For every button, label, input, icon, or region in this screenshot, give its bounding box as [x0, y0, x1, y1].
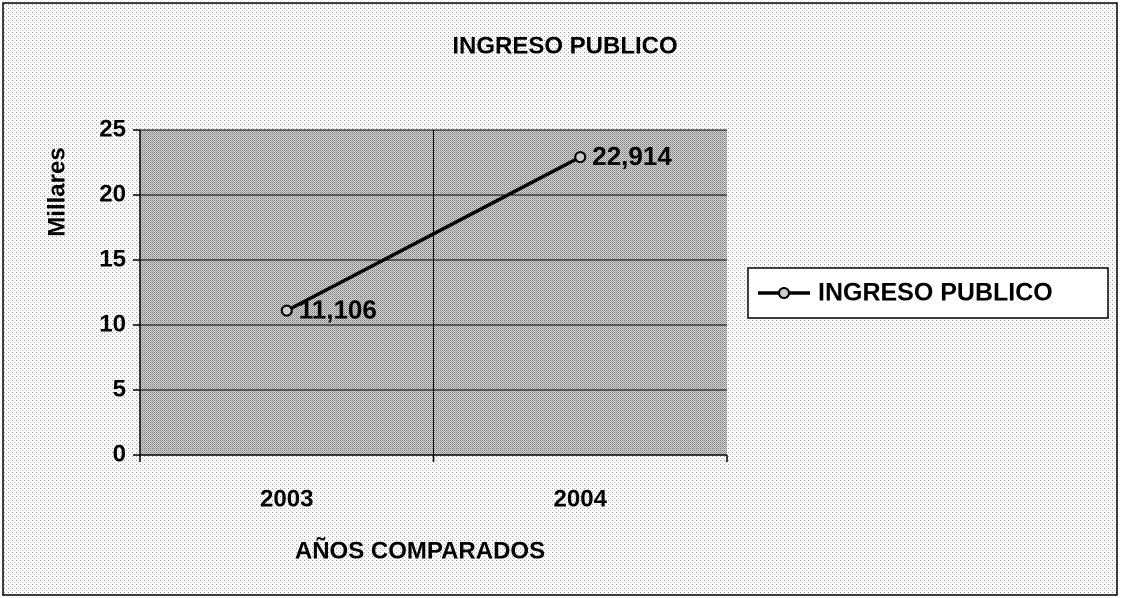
- legend-marker: [778, 287, 790, 299]
- x-axis-label: AÑOS COMPARADOS: [295, 536, 545, 564]
- data-label: 22,914: [592, 141, 672, 171]
- marker: [280, 304, 293, 317]
- x-tick-label: 2003: [260, 485, 313, 512]
- x-tick-label: 2004: [554, 485, 608, 512]
- chart-title: INGRESO PUBLICO: [452, 32, 677, 59]
- y-tick-label: 0: [113, 440, 126, 467]
- marker: [574, 151, 587, 164]
- y-tick-label: 20: [99, 180, 126, 207]
- series-line: [285, 155, 582, 313]
- data-label: 11,106: [299, 294, 377, 324]
- y-tick-label: 10: [99, 310, 126, 337]
- legend-label: INGRESO PUBLICO: [818, 279, 1053, 307]
- y-tick-label: 5: [113, 375, 126, 402]
- y-axis-label: Millares: [43, 147, 70, 236]
- y-tick-label: 15: [99, 245, 126, 272]
- y-tick-label: 25: [99, 115, 126, 142]
